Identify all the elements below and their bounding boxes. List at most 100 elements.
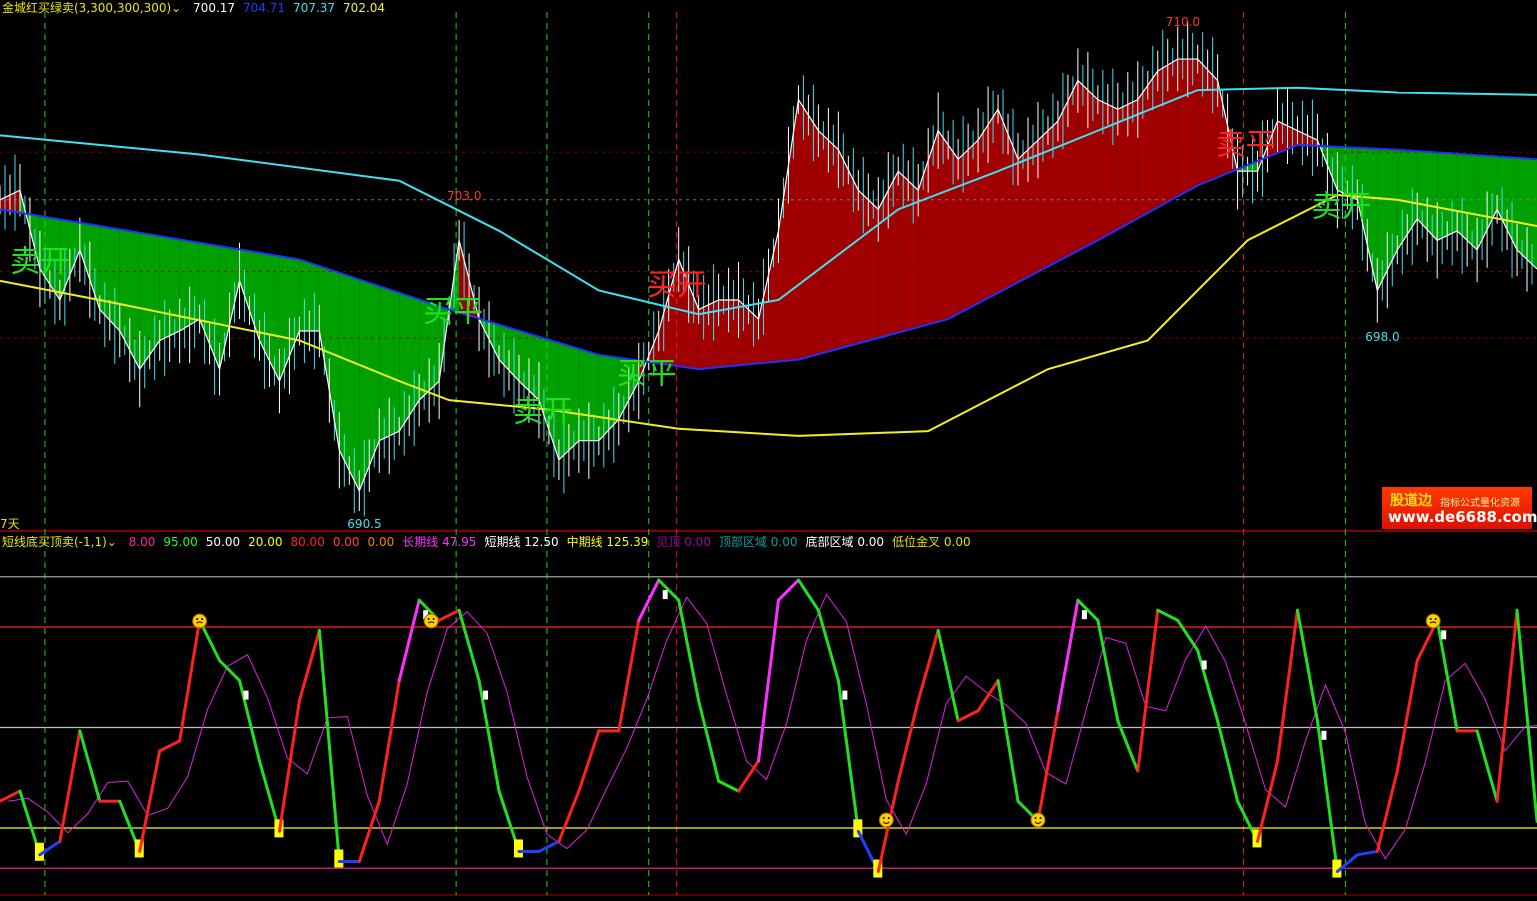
oscillator-main-segment [1116,719,1140,773]
oscillator-main-segment [1076,598,1100,622]
price-ma-fill [798,99,819,360]
chevron-down-icon[interactable]: ⌄ [106,535,117,549]
trade-signal-label: 卖开 [513,395,573,430]
smiley-mouth [1429,621,1437,624]
smiley-eye [882,817,885,819]
oscillator-main-segment [1256,759,1280,843]
oscillator-main-segment [1375,769,1399,853]
oscillator-main-segment [1315,719,1339,874]
oscillator-main-segment [38,839,62,857]
oscillator-main-segment [357,799,381,863]
price-ma-fill [978,109,999,304]
indicator-value: 704.71 [243,1,286,15]
indicator-value: 702.04 [343,1,386,15]
smiley-eye [887,817,890,819]
oscillator-main-segment [277,699,301,833]
price-ma-fill [818,130,839,355]
indicator-value: 中期线 125.39 [566,535,649,549]
oscillator-main-segment [637,578,661,622]
oscillator-main-segment [1216,719,1240,803]
top-marker [842,690,848,700]
oscillator-main-segment [297,628,321,703]
oscillator-main-segment [776,578,800,602]
price-ma-fill [1018,140,1038,283]
smiley-mouth [1034,821,1042,824]
indicator-value: 8.00 [128,535,156,549]
price-extreme-label: 703.0 [447,189,481,203]
oscillator-main-segment [677,598,701,703]
price-extreme-label: 698.0 [1365,330,1399,344]
oscillator-main-segment [1475,729,1499,803]
oscillator-main-segment [557,789,581,843]
smiley-face [423,613,439,629]
top-marker [483,690,489,700]
oscillator-main-segment [916,628,940,703]
oscillator-main-segment [1136,608,1160,773]
smiley-mouth [427,621,435,624]
indicator-value: 底部区域 0.00 [805,535,885,549]
smiley-icon [1030,812,1046,828]
smiley-mouth [882,821,890,824]
oscillator-main-segment [397,598,421,683]
oscillator-main-segment [1355,849,1379,857]
oscillator-main-segment [1056,598,1080,713]
bottom-indicator-name[interactable]: 短线底买顶卖(-1,1) [2,535,107,549]
trade-signal-label: 买开 [647,268,707,303]
price-ma-fill [1077,80,1098,251]
oscillator-main-segment [457,608,481,683]
smiley-eye [427,618,430,620]
top-marker [1441,630,1447,640]
indicator-value: 低位金叉 0.00 [892,535,971,549]
oscillator-main-segment [437,608,461,622]
oscillator-main-segment [537,839,561,853]
price-ma-fill [239,249,260,341]
smiley-eye [196,618,199,620]
bottom-marker [334,849,344,868]
oscillator-main-segment [617,618,641,733]
smiley-eye [1434,618,1437,620]
watermark-brand: 股道边 [1390,493,1432,509]
smiley-eye [201,618,204,620]
oscillator-main-segment [956,709,980,723]
trade-signal-label: 卖开 [1311,189,1371,224]
oscillator-main-segment [138,749,162,853]
top-indicator-header: 金城红买绿卖(3,300,300,300)⌄ 700.17 704.71 707.3… [2,0,401,16]
indicator-value: 50.00 [205,535,241,549]
oscillator-main-segment [836,679,860,833]
top-indicator-name[interactable]: 金城红买绿卖(3,300,300,300) [2,1,172,15]
trade-signal-label: 卖开 [10,244,70,279]
oscillator-main-segment [377,679,401,803]
watermark-url: www.de6688.com [1388,508,1537,526]
bottom-indicator-header: 短线底买顶卖(-1,1)⌄ 8.00 95.00 50.00 20.00 80.00 0.… [2,533,987,550]
oscillator-main-segment [996,679,1020,803]
price-ma-fill [1177,59,1198,197]
oscillator-main-segment [737,759,761,793]
oscillator-main-segment [178,618,202,743]
trade-signal-label: 卖平 [1216,127,1276,162]
smiley-face [1030,812,1046,828]
oscillator-main-segment [1096,618,1120,723]
oscillator-main-segment [1435,618,1459,733]
indicator-value: 见顶 0.00 [656,535,711,549]
days-label: 7天 [0,517,20,531]
price-ma-fill [938,130,959,322]
oscillator-main-segment [796,578,820,612]
oscillator-main-segment [1395,659,1419,773]
watermark-logo: 股道边 指标公式量化资源 www.de6688.com [1382,487,1537,529]
indicator-value: 0.00 [332,535,360,549]
bottom-marker [853,819,863,838]
oscillator-main-segment [218,659,242,683]
smiley-eye [432,618,435,620]
smiley-face [1425,613,1441,629]
indicator-value: 顶部区域 0.00 [718,535,798,549]
chevron-down-icon[interactable]: ⌄ [171,1,182,15]
bottom-marker [513,839,523,858]
price-extreme-label: 690.5 [347,517,381,531]
oscillator-main-segment [58,729,82,843]
top-marker [243,690,249,700]
smiley-icon [878,812,894,828]
oscillator-main-segment [1295,608,1319,723]
oscillator-main-segment [1515,608,1537,823]
smiley-face [878,812,894,828]
top-marker [423,610,429,620]
